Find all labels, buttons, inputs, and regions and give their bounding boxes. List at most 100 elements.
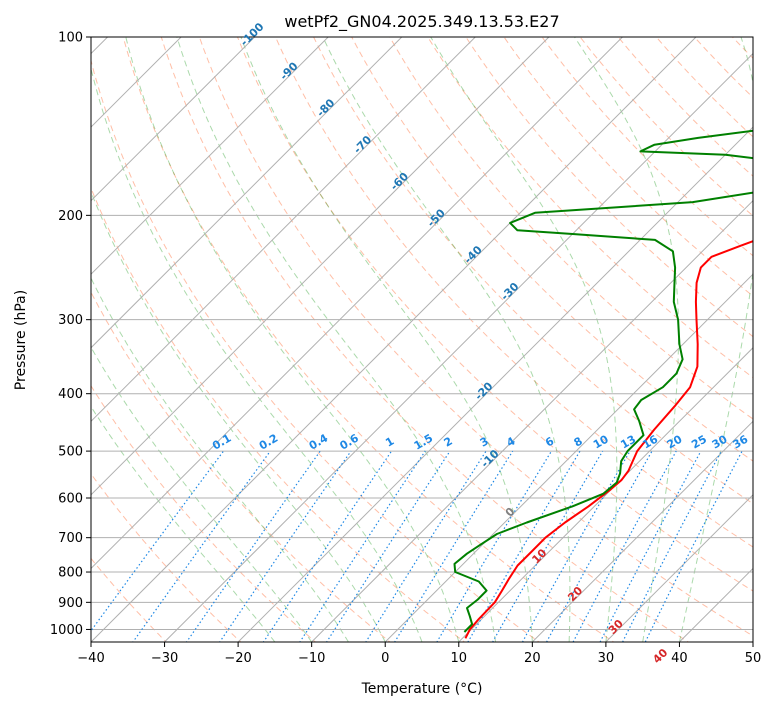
y-tick-label: 100 <box>58 31 83 46</box>
x-tick-label: −10 <box>298 651 325 666</box>
x-tick-label: 30 <box>598 651 615 666</box>
moist-adiabat <box>91 276 349 642</box>
isotherm-label: -20 <box>472 379 495 402</box>
mixing-ratio-line <box>621 450 722 642</box>
moist-adiabat <box>430 37 618 642</box>
mixing-ratio-label: 13 <box>618 433 638 452</box>
isotherm-line <box>163 52 753 642</box>
isotherm-line <box>0 10 61 649</box>
dry-adiabat <box>198 37 753 637</box>
isotherm-line <box>531 420 753 642</box>
mixing-ratio-label: 0.1 <box>210 432 233 453</box>
mixing-ratio-label: 20 <box>665 432 685 451</box>
mixing-ratio-line <box>299 450 426 642</box>
mixing-ratio-label: 8 <box>572 435 585 450</box>
isotherm-line <box>605 494 753 642</box>
isotherm-line <box>91 37 697 642</box>
mixing-ratio-line <box>219 450 352 642</box>
moist-adiabat <box>91 190 386 642</box>
isotherm-line <box>678 567 753 642</box>
isotherm-line <box>91 37 477 423</box>
moist-adiabat <box>322 37 571 642</box>
x-tick-label: 10 <box>451 651 468 666</box>
mixing-ratio-label: 3 <box>478 435 491 450</box>
isotherm-label: 30 <box>606 617 626 637</box>
moist-adiabat <box>125 37 460 642</box>
mixing-ratio-line <box>572 450 677 642</box>
x-tick-label: −20 <box>224 651 251 666</box>
x-tick-label: −30 <box>151 651 178 666</box>
moist-adiabat <box>240 37 533 642</box>
isotherm-label: 10 <box>529 546 549 566</box>
axes: 0.1 0.2 0.4 0.6 1 1.5 2 3 4 6 8 10 13 16 20 25 30 36-100-… <box>50 20 761 666</box>
mixing-ratio-line <box>91 450 224 632</box>
mixing-ratio-line <box>644 450 743 642</box>
dry-adiabat <box>427 37 753 379</box>
moist-adiabat <box>574 37 679 642</box>
isotherm-label: 20 <box>565 584 585 604</box>
plot-area <box>0 10 775 649</box>
mixing-ratio-label: 1 <box>383 435 396 450</box>
isotherm-line <box>91 37 329 275</box>
isotherm-line <box>384 273 753 642</box>
mixing-ratio-label: 25 <box>689 433 709 452</box>
isotherm-label: -100 <box>238 20 267 49</box>
dry-adiabat <box>758 24 775 645</box>
y-tick-label: 1000 <box>50 623 83 638</box>
mixing-ratio-line <box>325 450 451 642</box>
mixing-ratio-line <box>599 450 702 642</box>
y-tick-label: 700 <box>58 531 83 546</box>
dry-adiabat <box>160 37 690 642</box>
isotherm-line <box>237 126 753 642</box>
y-tick-label: 500 <box>58 445 83 460</box>
mixing-ratio-line <box>365 450 487 642</box>
isotherm-label: 40 <box>650 646 670 666</box>
dry-adiabat <box>389 37 753 420</box>
x-tick-label: 40 <box>671 651 688 666</box>
y-tick-label: 200 <box>58 209 83 224</box>
x-axis-label: Temperature (°C) <box>361 681 483 697</box>
mixing-ratio-line <box>262 450 392 642</box>
moist-adiabat <box>91 66 423 642</box>
isotherm-label: -70 <box>351 133 374 156</box>
y-tick-label: 400 <box>58 387 83 402</box>
y-axis-label: Pressure (hPa) <box>13 290 29 390</box>
dry-adiabat <box>313 37 753 505</box>
isotherm-line <box>91 37 550 496</box>
moist-adiabat <box>91 346 313 642</box>
dry-adiabat <box>465 37 753 338</box>
isotherm-label: -40 <box>462 243 485 266</box>
dry-adiabat <box>655 37 753 138</box>
mixing-ratio-label: 30 <box>710 432 730 451</box>
y-tick-label: 900 <box>58 596 83 611</box>
dry-adiabat <box>731 37 753 59</box>
isotherm-label: -50 <box>425 206 448 229</box>
mixing-ratio-line <box>467 450 581 642</box>
mixing-ratio-label: 36 <box>730 432 750 451</box>
y-tick-label: 600 <box>58 492 83 507</box>
dry-adiabat <box>274 37 753 548</box>
mixing-ratio-line <box>132 450 271 642</box>
mixing-ratio-label: 10 <box>591 432 611 451</box>
x-tick-label: 0 <box>381 651 389 666</box>
mixing-ratio-label: 0.4 <box>307 431 331 452</box>
isotherm-line <box>91 37 182 128</box>
chart-title: wetPf2_GN04.2025.349.13.53.E27 <box>284 12 559 32</box>
moist-adiabat <box>678 37 753 642</box>
x-tick-label: 20 <box>524 651 541 666</box>
dry-adiabat <box>236 37 753 592</box>
y-tick-label: 800 <box>58 566 83 581</box>
dewpoint-profile <box>453 129 753 633</box>
dry-adiabat <box>351 37 753 462</box>
mixing-ratio-label: 1.5 <box>412 432 435 453</box>
dry-adiabat <box>91 472 242 642</box>
dry-adiabat <box>91 291 391 642</box>
moist-adiabat <box>176 37 497 642</box>
dry-adiabat <box>503 37 753 297</box>
x-tick-label: 50 <box>745 651 762 666</box>
y-tick-label: 300 <box>58 313 83 328</box>
plot-frame <box>90 36 754 643</box>
mixing-ratio-line <box>492 450 604 642</box>
dry-adiabat <box>579 37 753 217</box>
isotherm-label: -30 <box>498 280 521 303</box>
